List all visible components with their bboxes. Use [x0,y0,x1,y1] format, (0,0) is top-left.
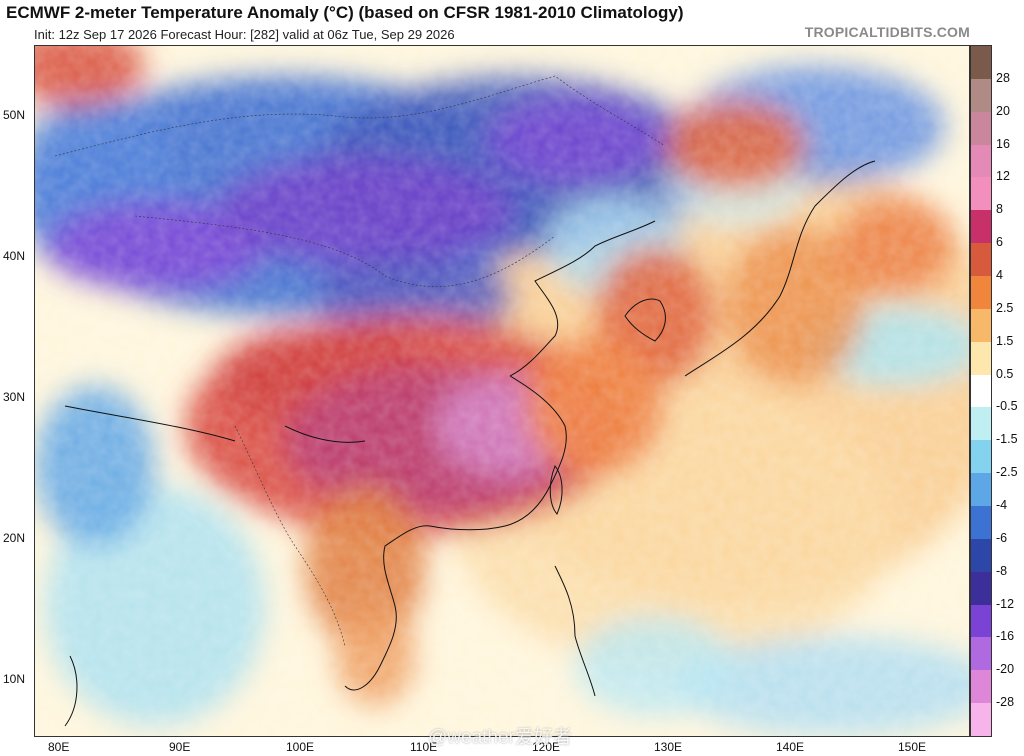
colorbar-segment [971,407,991,441]
lon-label: 110E [410,740,438,754]
colorbar-segment [971,78,991,112]
colorbar-tick-label: 28 [996,70,1010,85]
lon-label: 130E [654,740,683,754]
lat-label: 10N [3,672,26,686]
colorbar-tick-label: -16 [996,629,1015,644]
colorbar-tick-label: 0.5 [996,366,1014,381]
colorbar-tick-label: -4 [996,498,1008,512]
colorbar-segment [971,506,991,539]
map-subtitle: Init: 12z Sep 17 2026 Forecast Hour: [28… [34,27,455,42]
colorbar [970,45,992,737]
colorbar-tick-label: 16 [996,136,1010,151]
colorbar-segment [971,341,991,375]
colorbar-tick-label: -8 [996,563,1008,578]
lat-label: 40N [3,249,26,263]
colorbar-segment [971,440,991,474]
colorbar-segment [971,111,991,145]
colorbar-tick-label: -20 [996,662,1015,677]
borders [54,75,666,647]
colorbar-tick-label: -0.5 [996,399,1018,414]
colorbar-tick-label: 4 [996,268,1003,282]
lat-label: 20N [3,531,26,545]
colorbar-segment [971,46,991,79]
colorbar-tick-label: -12 [996,596,1015,611]
colorbar-tick-label: 2.5 [996,300,1014,315]
colorbar-segment [971,276,991,309]
colorbar-segment [971,571,991,605]
colorbar-segment [971,177,991,211]
lat-label: 50N [3,108,26,122]
colorbar-segment [971,144,991,178]
colorbar-segment [971,538,991,572]
colorbar-segment [971,374,991,408]
colorbar-tick-label: -6 [996,530,1008,545]
colorbar-segment [971,670,991,704]
colorbar-tick-label: 6 [996,235,1003,250]
colorbar-tick-label: -2.5 [996,465,1018,480]
anomaly-map [34,45,970,737]
lon-label: 90E [169,740,191,754]
lon-label: 80E [48,740,70,754]
lat-label: 30N [3,390,26,404]
anomaly-map-canvas [35,46,969,736]
colorbar-tick-label: -1.5 [996,432,1018,447]
colorbar-segment [971,604,991,638]
map-title: ECMWF 2-meter Temperature Anomaly (°C) (… [6,3,684,22]
colorbar-tick-label: 1.5 [996,333,1014,348]
colorbar-tick-label: 20 [996,103,1010,118]
lon-label: 120E [532,740,561,754]
colorbar-segment [971,243,991,277]
lon-label: 150E [898,740,927,754]
lon-label: 140E [776,740,805,754]
colorbar-segment [971,637,991,671]
site-credit: TROPICALTIDBITS.COM [804,24,970,40]
noise-texture [35,46,969,736]
coastlines [64,160,876,727]
colorbar-tick-label: -28 [996,695,1015,710]
colorbar-segment [971,308,991,342]
colorbar-segment [971,703,991,737]
colorbar-segment [971,210,991,244]
lon-label: 100E [286,740,315,754]
watermark: @weather爱好者 [428,727,572,748]
colorbar-segment [971,473,991,507]
colorbar-tick-label: 12 [996,169,1010,184]
colorbar-tick-label: 8 [996,202,1003,217]
